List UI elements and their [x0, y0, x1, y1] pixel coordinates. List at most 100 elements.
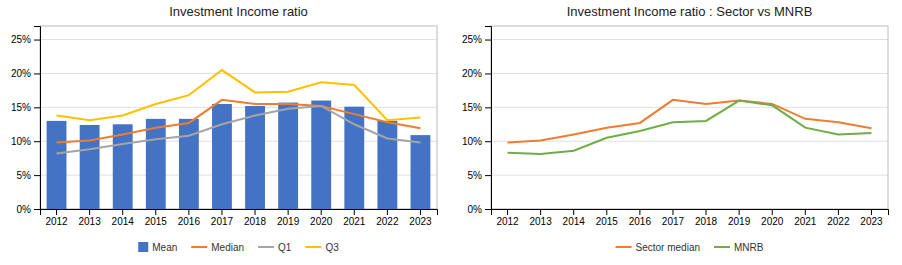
tick-mark — [34, 107, 40, 108]
bar — [80, 125, 100, 209]
grid-line — [491, 107, 888, 108]
tick-mark — [155, 209, 156, 215]
tick: 2020 — [761, 209, 784, 227]
tick-mark — [507, 209, 508, 215]
tick-mark — [485, 141, 491, 142]
tick: 2021 — [794, 209, 817, 227]
tick-mark — [34, 141, 40, 142]
grid-line — [491, 73, 888, 74]
plot-frame — [491, 26, 888, 209]
tick: 2013 — [79, 209, 102, 227]
tick: 2014 — [112, 209, 135, 227]
legend-swatch — [258, 246, 274, 248]
tick-mark — [739, 209, 740, 215]
legend-swatch — [714, 246, 730, 248]
legend-swatch — [138, 242, 148, 252]
legend-swatch — [191, 246, 207, 248]
tick-label: 20% — [11, 68, 31, 79]
axis-line — [41, 210, 438, 216]
chart-panel: 0%5%10%15%20%25%201220132014201520162017… — [11, 4, 438, 253]
tick-mark — [255, 209, 256, 215]
tick-label: 2019 — [277, 216, 300, 227]
tick-mark — [606, 209, 607, 215]
chart-title: Investment Income ratio : Sector vs MNRB — [567, 4, 813, 19]
tick: 2021 — [343, 209, 366, 227]
tick-label: 2018 — [244, 216, 267, 227]
tick-label: 2016 — [629, 216, 652, 227]
grid-line — [40, 107, 437, 108]
bar — [411, 135, 431, 209]
legend-item: Sector median — [616, 242, 700, 253]
bar-series — [47, 101, 431, 209]
tick-mark — [485, 175, 491, 176]
tick-label: 5% — [17, 170, 32, 181]
x-axis: 2012201320142015201620172018201920202021… — [492, 209, 889, 227]
tick-label: 2021 — [343, 216, 366, 227]
y-axis: 0%5%10%15%20%25% — [11, 27, 41, 215]
tick-label: 2013 — [530, 216, 553, 227]
tick: 2012 — [45, 209, 68, 227]
tick: 2022 — [376, 209, 399, 227]
tick-mark — [805, 209, 806, 215]
plot-marks — [47, 70, 431, 209]
tick-mark — [34, 175, 40, 176]
bar — [245, 106, 265, 209]
legend-item: Mean — [138, 242, 177, 253]
tick-label: 2023 — [409, 216, 432, 227]
tick: 2018 — [244, 209, 267, 227]
grid-line — [491, 39, 888, 40]
tick: 2022 — [827, 209, 850, 227]
tick-mark — [672, 209, 673, 215]
chart-title: Investment Income ratio — [169, 4, 308, 19]
tick-mark — [387, 209, 388, 215]
grid — [491, 40, 888, 209]
axis-line — [485, 27, 492, 210]
tick: 2017 — [211, 209, 234, 227]
tick-label: 2014 — [563, 216, 586, 227]
tick: 2019 — [277, 209, 300, 227]
tick: 15% — [462, 102, 491, 113]
tick: 2016 — [629, 209, 652, 227]
tick: 5% — [468, 170, 491, 181]
tick: 20% — [11, 68, 40, 79]
legend-label: MNRB — [734, 242, 764, 253]
grid — [40, 40, 437, 209]
tick-mark — [838, 209, 839, 215]
tick-label: 2022 — [376, 216, 399, 227]
tick: 2014 — [563, 209, 586, 227]
tick-label: 2016 — [178, 216, 201, 227]
grid-line — [491, 141, 888, 142]
chart-canvas: 0%5%10%15%20%25%201220132014201520162017… — [0, 0, 902, 265]
grid-line — [491, 175, 888, 176]
tick: 0% — [468, 204, 491, 215]
tick: 2015 — [145, 209, 168, 227]
tick-label: 2012 — [496, 216, 519, 227]
tick: 2018 — [695, 209, 718, 227]
tick-mark — [485, 40, 491, 41]
y-axis: 0%5%10%15%20%25% — [462, 27, 492, 215]
tick-label: 2018 — [695, 216, 718, 227]
grid-line — [40, 73, 437, 74]
tick-mark — [56, 209, 57, 215]
legend-item: Q3 — [305, 242, 339, 253]
legend-item: MNRB — [714, 242, 764, 253]
tick: 10% — [462, 136, 491, 147]
tick-label: 2023 — [860, 216, 883, 227]
tick-label: 2014 — [112, 216, 135, 227]
tick-mark — [871, 209, 872, 215]
tick-label: 2015 — [596, 216, 619, 227]
tick-label: 2020 — [761, 216, 784, 227]
line — [57, 70, 421, 120]
legend-swatch — [305, 246, 321, 248]
legend-label: Sector median — [636, 242, 700, 253]
tick-mark — [89, 209, 90, 215]
tick-label: 2015 — [145, 216, 168, 227]
bar — [47, 121, 67, 209]
bar — [212, 104, 232, 209]
tick-label: 2022 — [827, 216, 850, 227]
tick-mark — [485, 209, 491, 210]
tick: 2019 — [728, 209, 751, 227]
bar — [344, 107, 364, 209]
tick: 2020 — [310, 209, 333, 227]
tick: 0% — [17, 204, 40, 215]
